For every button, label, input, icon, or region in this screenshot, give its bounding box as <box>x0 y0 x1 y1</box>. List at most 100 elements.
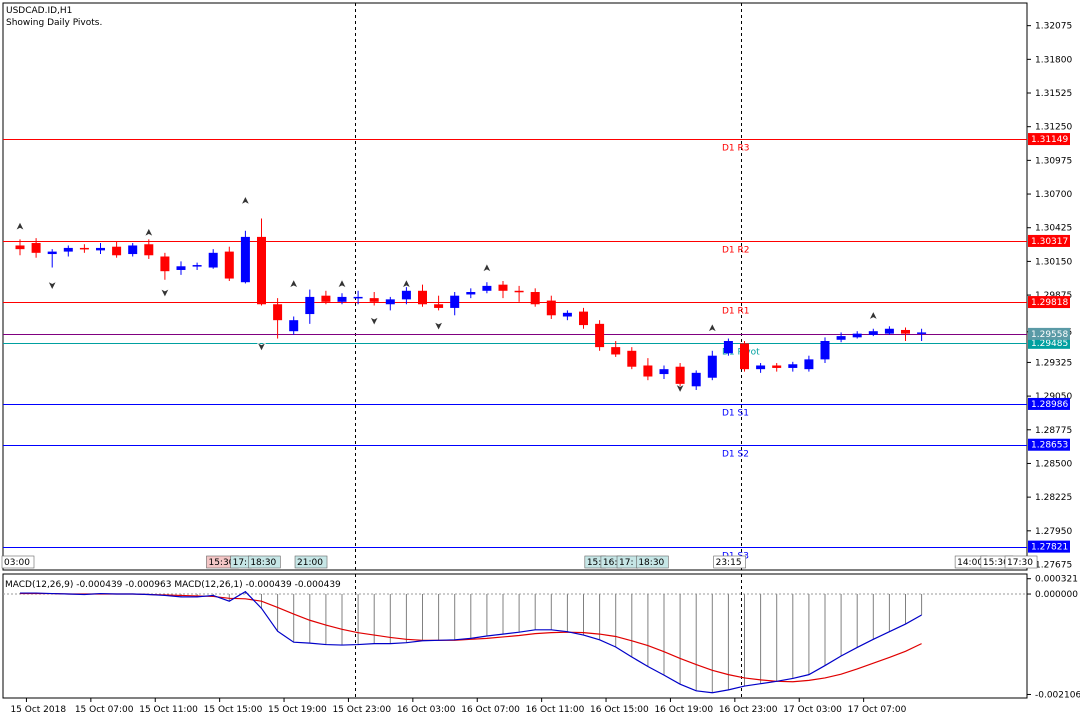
time-axis[interactable]: 15 Oct 2018 15 Oct 07:00 15 Oct 11:00 15 Oc… <box>10 698 907 715</box>
candle-body[interactable] <box>31 243 41 253</box>
session-tag <box>636 555 669 569</box>
candle-body[interactable] <box>740 343 749 370</box>
session-tag <box>1 555 35 569</box>
fractal-up-arrow <box>482 263 492 273</box>
candle-body[interactable] <box>369 298 379 302</box>
candle-body[interactable] <box>707 355 717 378</box>
price-tick-label: 1.30425 <box>1035 224 1072 234</box>
candle-body[interactable] <box>691 372 701 387</box>
candle-body[interactable] <box>643 365 653 377</box>
fractal-down-arrow <box>675 383 685 394</box>
candle-body[interactable] <box>820 340 830 360</box>
candle-body[interactable] <box>160 256 170 272</box>
candle-body[interactable] <box>852 333 862 338</box>
price-tag-label: 1.28653 <box>1031 441 1068 451</box>
price-tick-label: 1.28500 <box>1035 459 1072 469</box>
candle-body[interactable] <box>63 247 73 252</box>
candle-body[interactable] <box>224 251 234 279</box>
price-tag <box>1028 234 1070 247</box>
candle-body[interactable] <box>498 284 508 291</box>
time-tick-label: 15 Oct 19:00 <box>268 705 327 715</box>
fractal-down-arrow <box>369 316 379 326</box>
fractal-up-arrow <box>15 221 25 231</box>
time-tick-label: 16 Oct 11:00 <box>526 705 585 715</box>
candle-body[interactable] <box>208 252 218 268</box>
candles[interactable] <box>15 218 927 390</box>
candle-body[interactable] <box>434 304 444 308</box>
candle-body[interactable] <box>836 336 846 340</box>
price-axis[interactable]: 1.32075 1.31800 1.31525 1.31250 1.30975 1.307… <box>1027 22 1072 571</box>
fractal-up-arrow <box>240 195 251 206</box>
time-tick-label: 16 Oct 19:00 <box>654 705 713 715</box>
candle-body[interactable] <box>579 311 588 326</box>
candle-body[interactable] <box>337 296 347 302</box>
candle-body[interactable] <box>546 300 556 316</box>
price-tick-label: 1.31800 <box>1035 55 1072 65</box>
candle-body[interactable] <box>353 296 363 299</box>
price-tick-label: 1.30700 <box>1035 190 1072 200</box>
candle-body[interactable] <box>192 265 202 267</box>
time-tick-label: 16 Oct 15:00 <box>590 705 649 715</box>
candle-body[interactable] <box>240 236 250 283</box>
price-tick-label: 1.29050 <box>1035 392 1072 402</box>
candle-body[interactable] <box>273 304 283 321</box>
candle-body[interactable] <box>530 292 540 305</box>
candle-body[interactable] <box>788 364 798 368</box>
candle-body[interactable] <box>482 285 492 291</box>
candle-body[interactable] <box>917 332 927 334</box>
candle-body[interactable] <box>321 295 331 302</box>
candle-body[interactable] <box>112 246 122 256</box>
price-tick-label: 1.32075 <box>1035 22 1072 32</box>
session-tag-label: 15: <box>587 558 601 568</box>
session-tag-label: 18:30 <box>250 558 276 568</box>
candle-body[interactable] <box>96 247 105 251</box>
candle-body[interactable] <box>659 369 669 375</box>
candle-body[interactable] <box>611 347 621 355</box>
candle-body[interactable] <box>756 365 766 370</box>
session-tag-label: 03:00 <box>4 558 30 568</box>
candle-body[interactable] <box>401 290 411 300</box>
fractal-up-arrow <box>401 278 412 289</box>
candle-body[interactable] <box>450 295 460 308</box>
candle-body[interactable] <box>257 236 266 305</box>
candle-body[interactable] <box>901 329 910 334</box>
price-tick-label: 1.27675 <box>1035 560 1072 570</box>
macd-pane[interactable]: 0.000321 0.000000 -0.002106 <box>3 575 1080 701</box>
pivot-label: D1 R3 <box>722 144 750 154</box>
fractal-down-arrow <box>47 280 57 291</box>
session-tag <box>713 555 746 569</box>
candle-body[interactable] <box>562 312 572 317</box>
candle-body[interactable] <box>128 245 138 255</box>
time-tick-label: 16 Oct 07:00 <box>461 705 520 715</box>
candle-body[interactable] <box>176 266 186 270</box>
candle-body[interactable] <box>884 328 894 334</box>
candle-body[interactable] <box>772 365 782 368</box>
candle-body[interactable] <box>289 320 299 332</box>
candle-body[interactable] <box>144 244 154 256</box>
candle-body[interactable] <box>79 247 89 250</box>
candle-body[interactable] <box>868 331 878 335</box>
candle-body[interactable] <box>627 350 637 367</box>
macd-label: MACD(12,26,9) -0.000439 -0.000963 MACD(1… <box>5 580 341 590</box>
candle-body[interactable] <box>675 366 685 384</box>
candle-body[interactable] <box>514 290 524 293</box>
candle-body[interactable] <box>15 245 25 250</box>
price-tag-label: 1.29818 <box>1031 298 1068 308</box>
candle-body[interactable] <box>804 359 814 370</box>
candle-body[interactable] <box>47 251 57 255</box>
price-tag <box>1028 133 1070 146</box>
macd-pane-frame <box>2 573 1028 699</box>
time-tick-label: 15 Oct 23:00 <box>332 705 391 715</box>
pivot-label: D1 S2 <box>722 450 749 460</box>
candle-body[interactable] <box>305 296 315 315</box>
candle-body[interactable] <box>595 323 605 348</box>
candle-body[interactable] <box>418 290 427 305</box>
candle-body[interactable] <box>723 340 733 354</box>
candle-body[interactable] <box>466 292 476 295</box>
candle-body[interactable] <box>385 299 395 305</box>
price-tick-label: 1.27950 <box>1035 527 1072 537</box>
price-tick-label: 1.31250 <box>1035 123 1072 133</box>
